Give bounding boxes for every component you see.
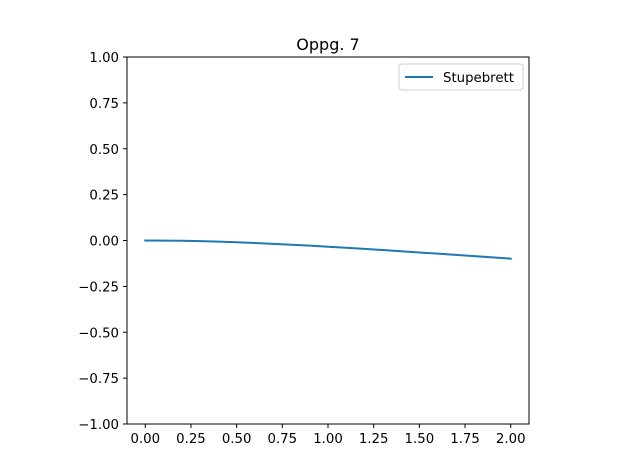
legend-box [398,63,524,91]
x-tick-label: 0.00 [130,432,160,447]
x-tick-label: 2.00 [496,432,526,447]
x-tick-label: 1.50 [405,432,435,447]
x-tick-label: 0.75 [268,432,298,447]
y-tick-label: 0.75 [89,97,119,112]
series-line-0 [144,239,512,260]
chart-title: Oppg. 7 [296,35,359,54]
x-tick-label: 1.25 [359,432,389,447]
y-tick-label: −0.25 [78,280,119,295]
y-tick-label: −1.00 [78,418,119,433]
y-tick-label: 0.00 [89,235,119,250]
x-tick-label: 1.75 [450,432,480,447]
x-tick-label: 1.00 [313,432,343,447]
y-tick-label: 0.50 [89,143,119,158]
y-tick-label: −0.50 [78,326,119,341]
y-tick-label: −0.75 [78,372,119,387]
y-tick-label: 0.25 [89,189,119,204]
x-tick-label: 0.25 [176,432,206,447]
series-layer [144,239,512,260]
axes-layer: 0.00 0.25 0.50 0.75 1.00 1.25 1.50 1.75 2.00 −1.0… [78,51,530,447]
legend: Stupebrett [398,63,524,91]
x-tick-label: 0.50 [222,432,252,447]
y-tick-label: 1.00 [89,51,119,66]
legend-label: Stupebrett [443,71,514,86]
